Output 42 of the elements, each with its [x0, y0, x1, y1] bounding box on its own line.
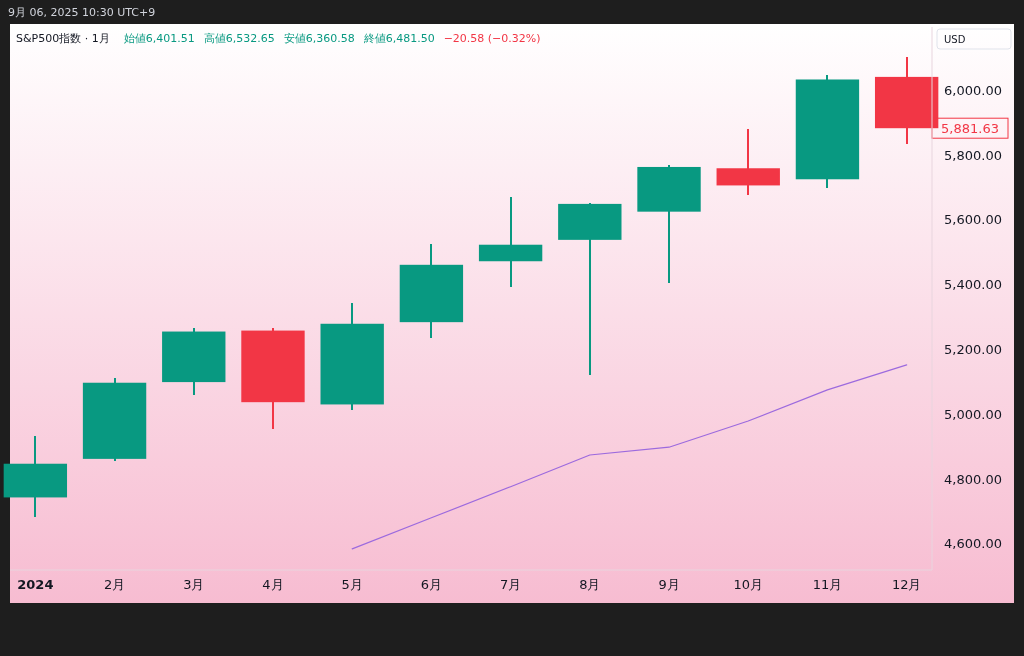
x-tick-label: 8月: [579, 577, 601, 592]
candlestick: [795, 74, 860, 190]
x-tick-label: 9月: [658, 577, 680, 592]
candlestick: [558, 201, 622, 376]
x-tick-label: 11月: [812, 577, 843, 592]
y-tick-label: 5,400.00: [944, 277, 1002, 293]
y-tick-label: 5,200.00: [944, 342, 1002, 358]
y-tick-label: 6,000.00: [944, 82, 1002, 98]
annotation: −20.58 (−0.32%): [443, 32, 541, 45]
y-tick-label: 5,000.00: [944, 406, 1002, 422]
x-tick-label: 2月: [103, 577, 126, 592]
x-tick-label: 3月: [183, 577, 205, 592]
annotation: 安値6,360.58: [283, 32, 355, 45]
annotation: 5,881.63: [941, 121, 999, 137]
candlestick: [399, 243, 464, 340]
text: 9月 06, 2025 10:30 UTC+9: [8, 6, 156, 19]
x-tick-label: 5月: [341, 577, 363, 592]
text: S&P500指数 · 1月: [16, 32, 110, 45]
annotation: 始値6,401.51: [123, 32, 195, 45]
y-tick-label: 4,800.00: [944, 471, 1002, 487]
x-tick-label: 4月: [262, 577, 284, 592]
candlestick: [478, 195, 543, 289]
x-tick-label: 10月: [733, 577, 764, 592]
candlestick: [82, 376, 147, 463]
candlestick: [241, 327, 305, 431]
candlestick: [162, 326, 226, 397]
x-tick-label: 12月: [891, 577, 922, 592]
candlestick: [3, 435, 68, 518]
x-tick-label: 2024: [17, 577, 54, 592]
candlestick: [716, 128, 780, 197]
candlestick: [637, 164, 701, 285]
line-series: [351, 364, 908, 550]
annotation: USD: [944, 34, 966, 45]
annotation: 高値6,532.65: [203, 32, 275, 45]
y-tick-label: 5,600.00: [944, 212, 1002, 228]
candlestick: [320, 302, 384, 412]
x-tick-label: 7月: [499, 577, 522, 592]
candlestick: [874, 56, 939, 145]
annotation: 終値6,481.50: [362, 32, 435, 45]
x-tick-label: 6月: [420, 577, 443, 592]
y-tick-label: 5,800.00: [944, 147, 1002, 163]
y-tick-label: 4,600.00: [944, 536, 1002, 552]
